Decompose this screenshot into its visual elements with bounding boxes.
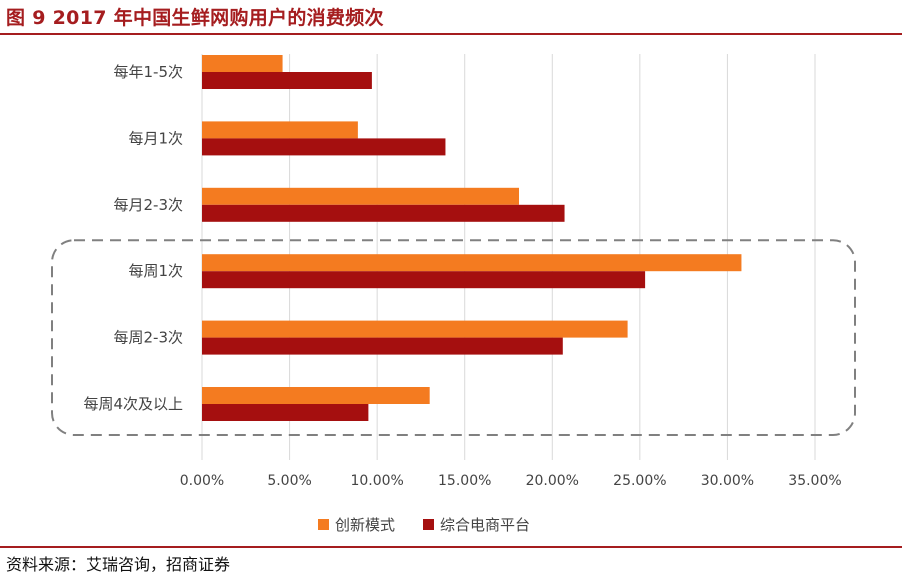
legend-swatch-innovation-mode: [318, 519, 329, 530]
category-label: 每月1次: [128, 129, 183, 147]
title-rule: [0, 33, 902, 35]
bar-ecommerce-platform: [202, 138, 446, 156]
highlight-box: [51, 239, 856, 436]
category-label: 每周2-3次: [114, 329, 184, 347]
bar-innovation-mode: [202, 55, 283, 72]
bar-ecommerce-platform: [202, 337, 563, 355]
legend-swatch-ecommerce-platform: [423, 519, 434, 530]
bars: [202, 55, 742, 421]
x-tick-label: 10.00%: [350, 473, 403, 489]
legend: 创新模式 综合电商平台: [318, 516, 530, 534]
category-label: 每月2-3次: [114, 196, 184, 214]
source-rule: [0, 546, 902, 548]
chart-title: 图 9 2017 年中国生鲜网购用户的消费频次: [6, 7, 384, 29]
x-tick-label: 0.00%: [180, 473, 224, 489]
bar-innovation-mode: [202, 320, 628, 338]
legend-label-innovation-mode: 创新模式: [335, 516, 395, 534]
category-label: 每周4次及以上: [83, 395, 183, 413]
x-tick-label: 25.00%: [613, 473, 666, 489]
x-tick-label: 5.00%: [267, 473, 311, 489]
x-tick-label: 15.00%: [438, 473, 491, 489]
bar-ecommerce-platform: [202, 72, 372, 89]
category-label: 每周1次: [128, 262, 183, 280]
bar-innovation-mode: [202, 387, 430, 404]
x-tick-labels: 0.00% 5.00% 10.00% 15.00% 20.00% 25.00% 30.00%…: [180, 473, 842, 489]
highlight-box-layer: [51, 239, 856, 436]
bar-innovation-mode: [202, 254, 742, 272]
x-tick-label: 30.00%: [701, 473, 754, 489]
x-tick-label: 20.00%: [526, 473, 579, 489]
source-note: 资料来源：艾瑞咨询，招商证券: [6, 555, 231, 574]
bar-ecommerce-platform: [202, 271, 646, 289]
legend-label-ecommerce-platform: 综合电商平台: [440, 516, 530, 534]
x-tick-label: 35.00%: [788, 473, 841, 489]
bar-innovation-mode: [202, 187, 520, 205]
bar-ecommerce-platform: [202, 204, 565, 222]
bar-ecommerce-platform: [202, 404, 369, 421]
category-label: 每年1-5次: [114, 63, 184, 81]
bar-innovation-mode: [202, 121, 358, 139]
